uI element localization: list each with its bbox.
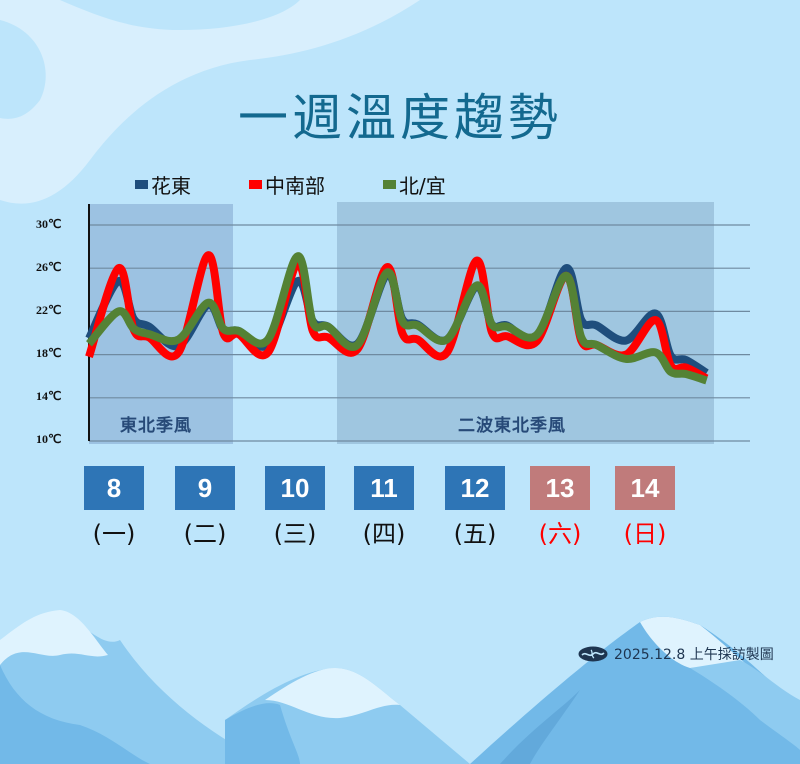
weekday-label: (四): [362, 520, 406, 548]
series-line: [85, 252, 708, 385]
day-9: 9 (二): [175, 466, 235, 549]
y-tick-label: 26℃: [36, 260, 62, 274]
date-box: 10: [265, 466, 325, 510]
credit-line: 2025.12.8 上午採訪製圖: [578, 644, 774, 664]
y-tick-label: 10℃: [36, 432, 62, 446]
legend-label: 中南部: [265, 174, 325, 198]
legend-label: 北/宜: [399, 174, 446, 198]
weekday-label: (日): [623, 520, 667, 548]
legend-swatch-icon: [383, 180, 396, 189]
legend-item-south-central: 中南部: [249, 170, 325, 199]
date-box: 9: [175, 466, 235, 510]
y-tick-label: 30℃: [36, 217, 62, 231]
weekday-label: (三): [273, 520, 317, 548]
credit-text: 2025.12.8 上午採訪製圖: [614, 647, 774, 663]
date-box: 12: [445, 466, 505, 510]
day-8: 8 (一): [84, 466, 144, 549]
weekday-label: (一): [92, 520, 136, 548]
legend-swatch-icon: [249, 180, 262, 189]
day-11: 11 (四): [354, 466, 414, 549]
weekday-label: (五): [453, 520, 497, 548]
day-labels: 8 (一) 9 (二) 10 (三) 11 (四) 12 (五) 13 (六) …: [0, 466, 800, 556]
y-tick-label: 18℃: [36, 346, 62, 360]
date-box: 14: [615, 466, 675, 510]
weekday-label: (二): [183, 520, 227, 548]
day-12: 12 (五): [445, 466, 505, 549]
legend-item-north-yilan: 北/宜: [383, 170, 446, 199]
chart-legend: 花東 中南部 北/宜: [135, 170, 504, 199]
series-lines: [85, 251, 709, 385]
day-14: 14 (日): [615, 466, 675, 549]
news-agency-logo-icon: [578, 646, 608, 662]
weekday-label: (六): [538, 520, 582, 548]
legend-item-huadong: 花東: [135, 170, 191, 199]
y-tick-label: 22℃: [36, 303, 62, 317]
day-13: 13 (六): [530, 466, 590, 549]
page-title: 一週溫度趨勢: [238, 89, 562, 147]
day-10: 10 (三): [265, 466, 325, 549]
legend-swatch-icon: [135, 180, 148, 189]
date-box: 11: [354, 466, 414, 510]
date-box: 8: [84, 466, 144, 510]
y-tick-label: 14℃: [36, 389, 62, 403]
band-label-monsoon: 東北季風: [120, 416, 192, 436]
date-box: 13: [530, 466, 590, 510]
band-monsoon-1: [89, 204, 233, 444]
band-label-second-monsoon: 二波東北季風: [458, 416, 566, 436]
legend-label: 花東: [151, 174, 191, 198]
